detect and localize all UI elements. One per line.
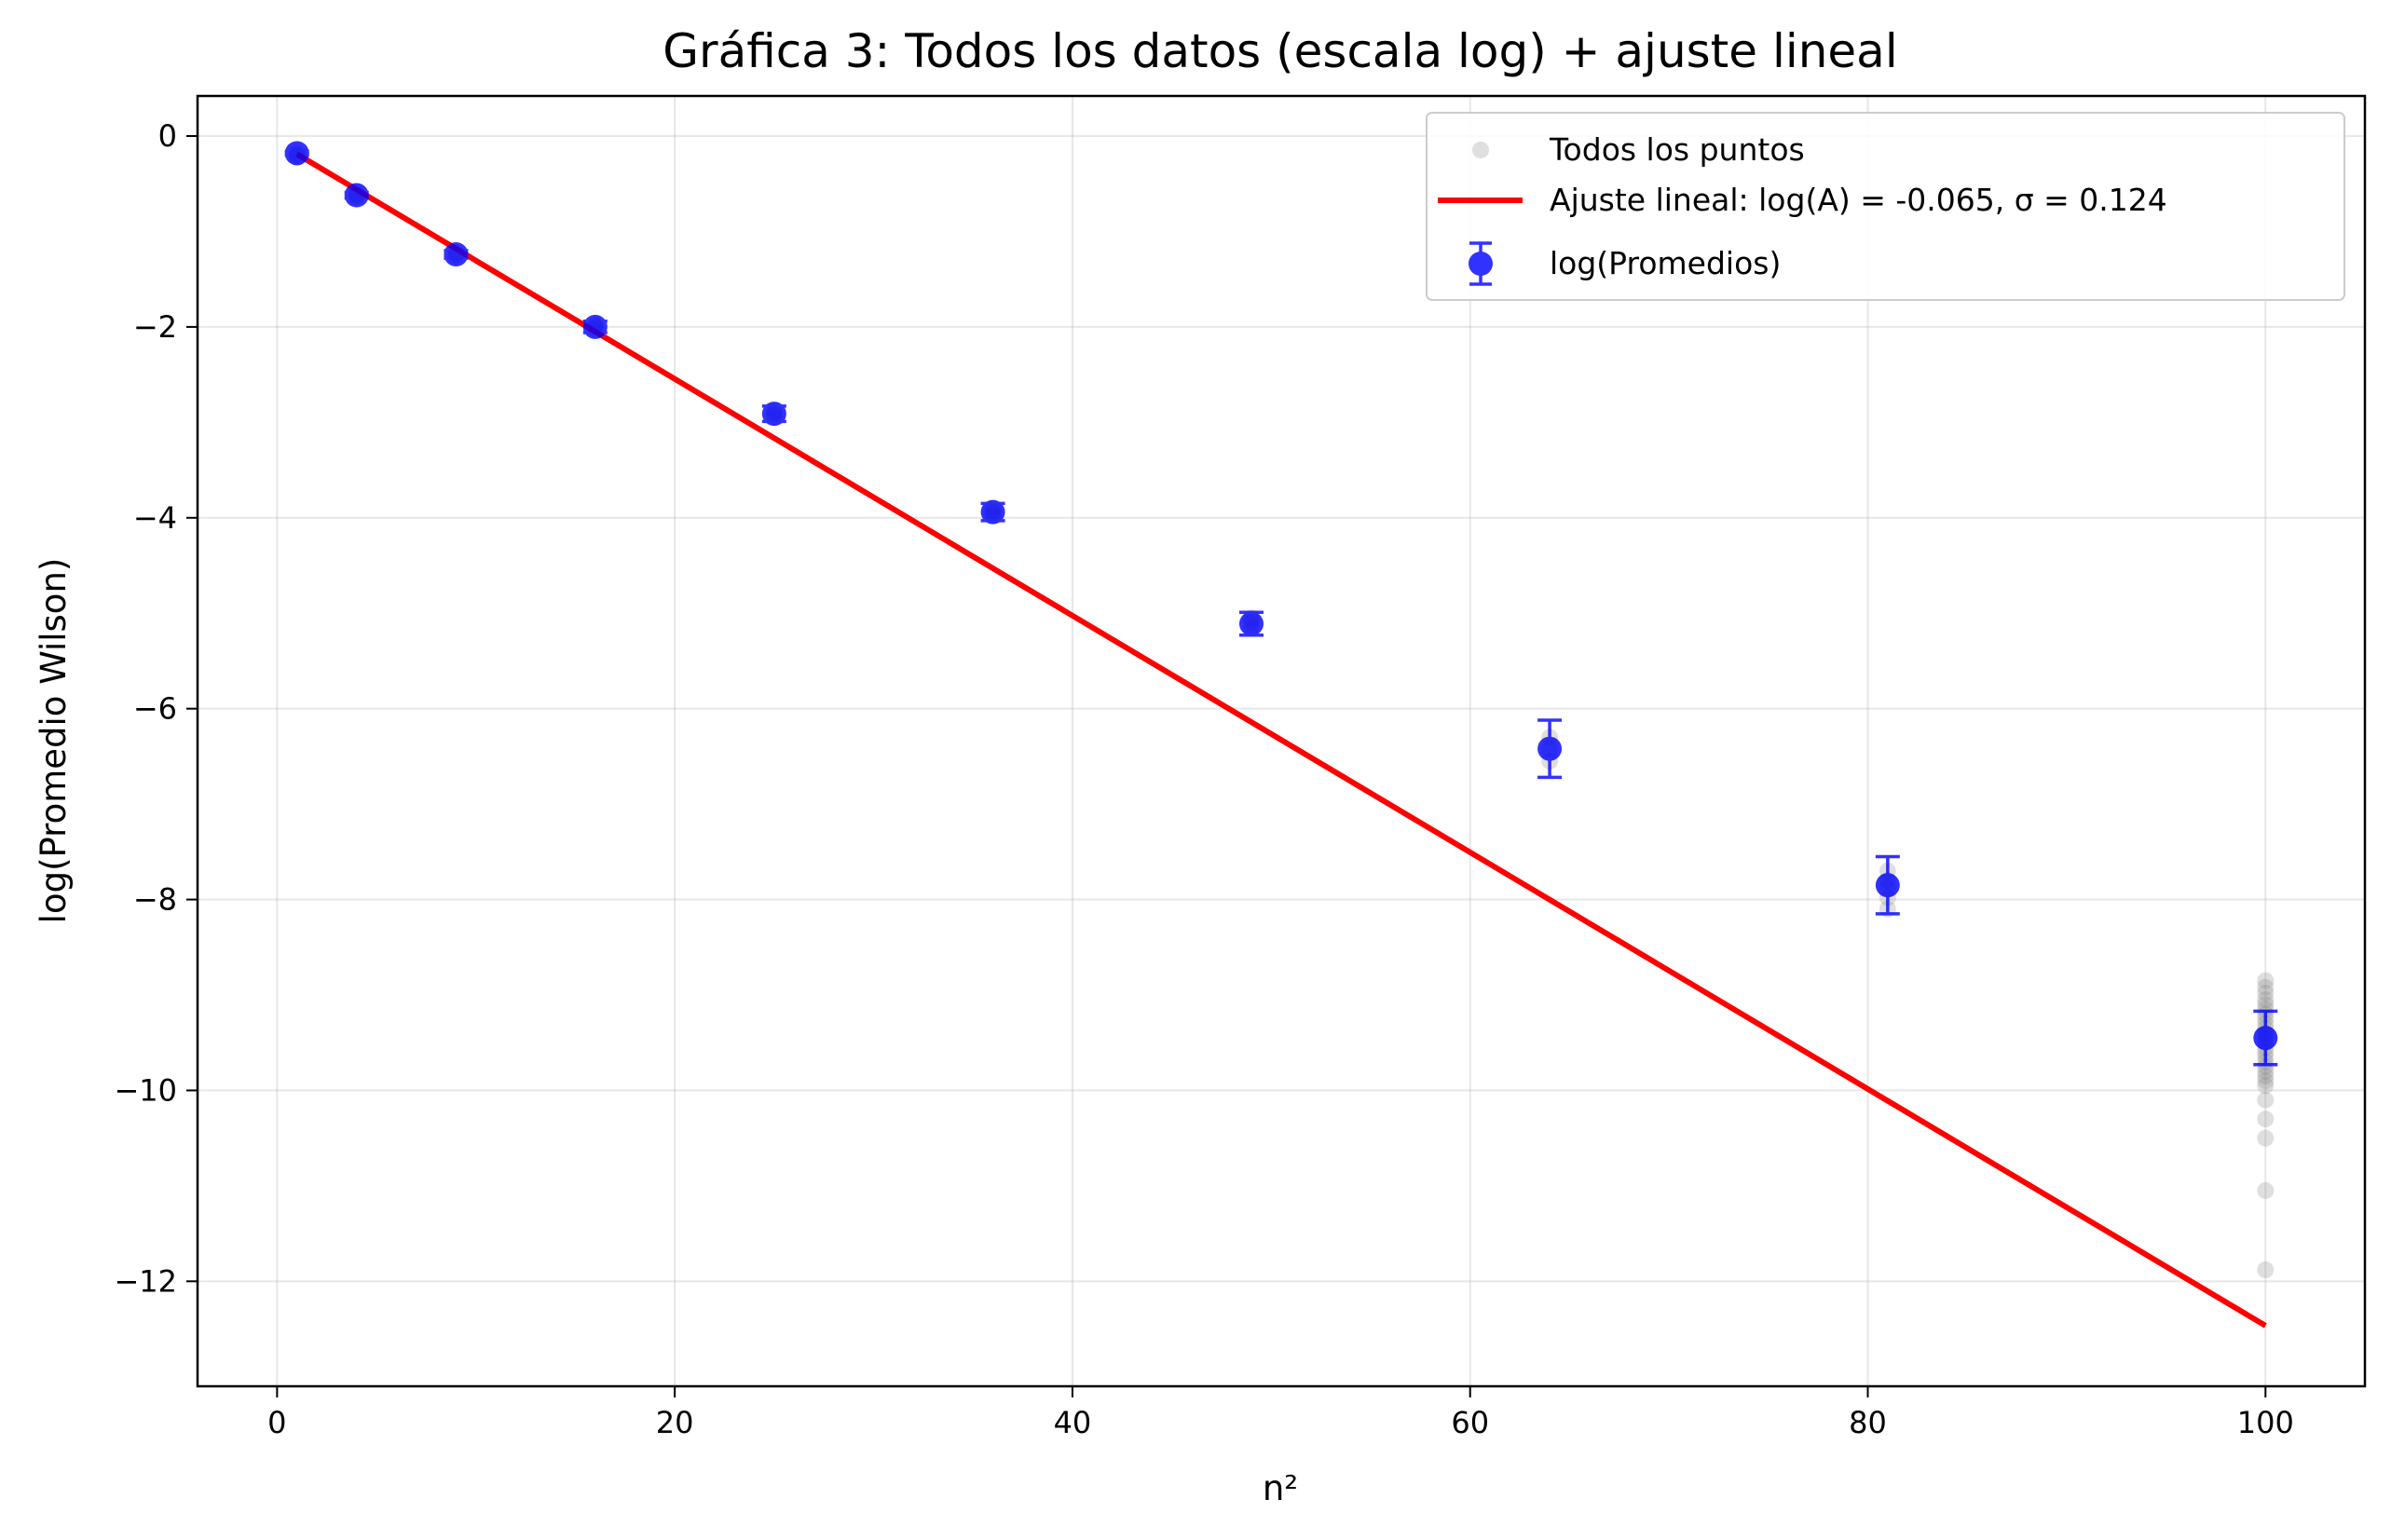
- x-tick-label: 20: [656, 1405, 694, 1440]
- scatter-point: [2257, 1057, 2275, 1075]
- scatter-point: [2257, 1077, 2275, 1095]
- average-marker: [1238, 611, 1264, 636]
- y-tick-label: −12: [114, 1263, 177, 1299]
- errorbar-point: [1537, 718, 1563, 780]
- legend-box: [1426, 112, 2345, 301]
- x-tick-label: 80: [1849, 1405, 1887, 1440]
- scatter-point: [2257, 1062, 2275, 1080]
- errorbar-point: [980, 499, 1005, 525]
- x-tick-label: 60: [1451, 1405, 1489, 1440]
- scatter-point: [2257, 1072, 2275, 1090]
- scatter-point: [2257, 1181, 2275, 1199]
- y-tick-label: −6: [133, 691, 177, 727]
- legend-label-log-promedios: log(Promedios): [1550, 245, 1781, 281]
- average-marker: [1537, 736, 1563, 761]
- y-tick-label: 0: [158, 118, 177, 154]
- scatter-point: [2257, 978, 2275, 996]
- errorbar-point: [1875, 854, 1900, 916]
- chart-title: Gráfica 3: Todos los datos (escala log) …: [663, 24, 1897, 78]
- x-tick-label: 100: [2237, 1405, 2294, 1440]
- scatter-point: [2257, 1068, 2275, 1085]
- average-marker: [2253, 1026, 2278, 1051]
- scatter-point: [2257, 1111, 2275, 1128]
- legend-label-ajuste-lineal: Ajuste lineal: log(A) = -0.065, σ = 0.12…: [1550, 182, 2167, 218]
- legend: Todos los puntos Ajuste lineal: log(A) =…: [1426, 112, 2345, 301]
- scatter-point: [2257, 1001, 2275, 1018]
- x-axis-label: n²: [1263, 1468, 1298, 1508]
- average-marker: [582, 314, 608, 339]
- axis-ticks: 0 20 40 60 80 100 0 −2 −4 −6 −8 −10 −12: [114, 118, 2293, 1440]
- errorbar-point: [444, 242, 469, 267]
- y-tick-label: −8: [133, 882, 177, 918]
- y-tick-label: −10: [114, 1072, 177, 1108]
- average-marker: [761, 402, 786, 427]
- plot-area: [284, 141, 2278, 1329]
- scatter-point: [2257, 1091, 2275, 1109]
- plot-frame: [196, 94, 2367, 1388]
- scatter-point: [2257, 996, 2275, 1014]
- scatter-point: [2257, 991, 2275, 1009]
- fit-line: [295, 151, 2267, 1329]
- errorbar-point: [1238, 610, 1264, 637]
- average-marker: [344, 183, 369, 208]
- average-marker: [284, 141, 309, 166]
- x-tick-label: 40: [1054, 1405, 1092, 1440]
- x-tick-label: 0: [267, 1405, 286, 1440]
- legend-marker-todos-los-puntos: [1472, 142, 1489, 158]
- scatter-point: [2257, 972, 2275, 989]
- legend-marker-log-promedios: [1469, 241, 1493, 286]
- errorbar-point: [761, 402, 786, 427]
- scatter-point: [2257, 1129, 2275, 1147]
- errorbar-point: [582, 314, 608, 339]
- scatter-point: [2257, 984, 2275, 1002]
- errorbar-point: [344, 183, 369, 208]
- y-axis-label: log(Promedio Wilson): [34, 558, 74, 924]
- average-marker: [444, 242, 469, 267]
- legend-label-todos-los-puntos: Todos los puntos: [1549, 131, 1805, 168]
- errorbar-point: [284, 141, 309, 166]
- y-tick-label: −4: [133, 500, 177, 536]
- scatter-point: [2257, 1261, 2275, 1279]
- y-tick-label: −2: [133, 309, 177, 345]
- errorbar-point: [2253, 1009, 2278, 1067]
- average-marker: [980, 499, 1005, 525]
- average-marker: [1875, 873, 1900, 898]
